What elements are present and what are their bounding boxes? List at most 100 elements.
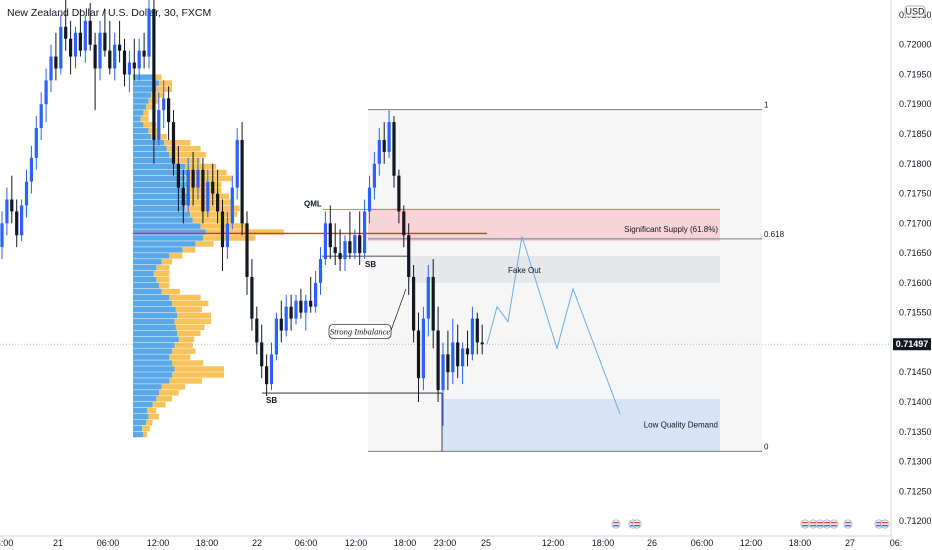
profile-bar-sell [169,151,206,158]
profile-bar-sell [156,396,172,402]
candle-body [235,139,239,188]
currency-badge[interactable] [904,5,926,18]
profile-bar-sell [143,122,157,128]
x-tick-label: 06:00 [295,538,318,548]
economic-event-icon[interactable] [880,519,890,529]
y-tick-label: 0.71900 [899,99,932,109]
imbalance-callout-box [328,324,392,339]
candle-body [255,318,259,343]
profile-bar-buy [133,384,162,390]
y-tick-label: 0.71400 [899,397,932,407]
profile-bar-buy [133,390,159,396]
profile-bar-sell [177,312,211,319]
y-tick-label: 0.71850 [899,129,932,139]
fib-label-618: 0.618 [764,230,785,239]
profile-bar-sell [174,318,211,325]
profile-bar-sell [192,217,235,223]
profile-bar-sell [148,413,159,420]
economic-event-icon-flag [613,522,619,524]
profile-bar-sell [169,294,201,301]
economic-event-icon[interactable] [829,519,839,529]
candle-body [167,98,171,123]
economic-event-icon-flag [613,525,619,527]
profile-bar-buy [133,181,188,188]
profile-bar-sell [159,80,172,86]
x-tick-label: 06: [890,538,903,548]
candle-body [122,50,127,75]
profile-bar-sell [153,74,162,80]
profile-bar-buy [133,288,162,295]
candle-body [98,32,102,69]
x-tick-label: 06:00 [691,538,714,548]
economic-event-icon[interactable] [632,519,642,529]
economic-event-icon[interactable] [611,519,621,529]
economic-event-icon[interactable] [800,519,810,529]
profile-bar-buy [133,419,146,426]
profile-bar-buy [133,265,157,271]
profile-bar-sell [159,282,170,289]
profile-bar-buy [133,193,191,200]
economic-event-icon-flag [876,525,882,527]
candle-body [24,181,29,206]
profile-bar-buy [133,282,159,289]
economic-event-icon-flag [831,522,837,524]
candle-body [10,199,14,212]
candle-body [431,276,435,331]
profile-bar-sell [169,378,202,384]
profile-bar-buy [133,80,159,86]
profile-bar-buy [133,217,193,223]
candle-body [186,169,190,206]
economic-event-icon-flag [882,525,888,527]
candle-body [39,104,43,129]
candle-body [250,276,254,319]
economic-event-icon-flag [802,525,808,527]
fake-out-label: Fake Out [508,266,542,275]
profile-bar-sell [174,342,193,348]
y-tick-label: 0.71450 [899,367,932,377]
profile-bar-sell [161,384,185,390]
fake-out-zone [408,256,720,283]
profile-bar-buy [133,306,176,313]
current-price-label: 0.71497 [896,339,929,349]
profile-bar-buy [133,139,165,146]
candle-body [29,157,33,182]
profile-bar-sell [187,199,232,205]
candle-body [338,253,342,260]
demand-zone-label: Low Quality Demand [644,421,718,430]
profile-bar-buy [133,229,206,235]
price-axis-bg [891,0,932,550]
profile-bar-sell [169,354,191,360]
economic-event-icon-flag [810,525,816,527]
profile-bar-buy [133,270,154,277]
x-tick-label: 23:00 [434,538,457,548]
profile-bar-buy [133,187,185,194]
candle-body [44,80,48,105]
profile-bar-sell [177,330,201,337]
economic-event-icon-flag [831,525,837,527]
economic-event-icon[interactable] [843,519,853,529]
candle-body [171,122,176,164]
profile-bar-sell [190,193,230,200]
profile-bar-sell [172,348,196,354]
supply-zone [368,208,720,242]
candle-body [78,32,82,51]
profile-bar-buy [133,276,157,283]
candle-body [103,32,107,51]
economic-event-icon-flag [824,525,830,527]
candle-body [299,300,303,313]
candle-body [269,354,274,385]
profile-bar-buy [133,163,185,170]
profile-bar-sell [164,139,191,146]
x-tick-label: 18:00 [394,538,417,548]
candle-body [318,259,323,283]
economic-event-icon-flag [634,522,640,524]
profile-bar-buy [133,247,183,253]
candle-body [113,44,117,69]
profile-bar-sell [151,92,165,98]
profile-bar-buy [133,116,141,122]
profile-bar-buy [133,134,152,140]
profile-bar-buy [133,92,152,98]
candle-body [372,163,376,188]
candle-body [416,330,421,379]
